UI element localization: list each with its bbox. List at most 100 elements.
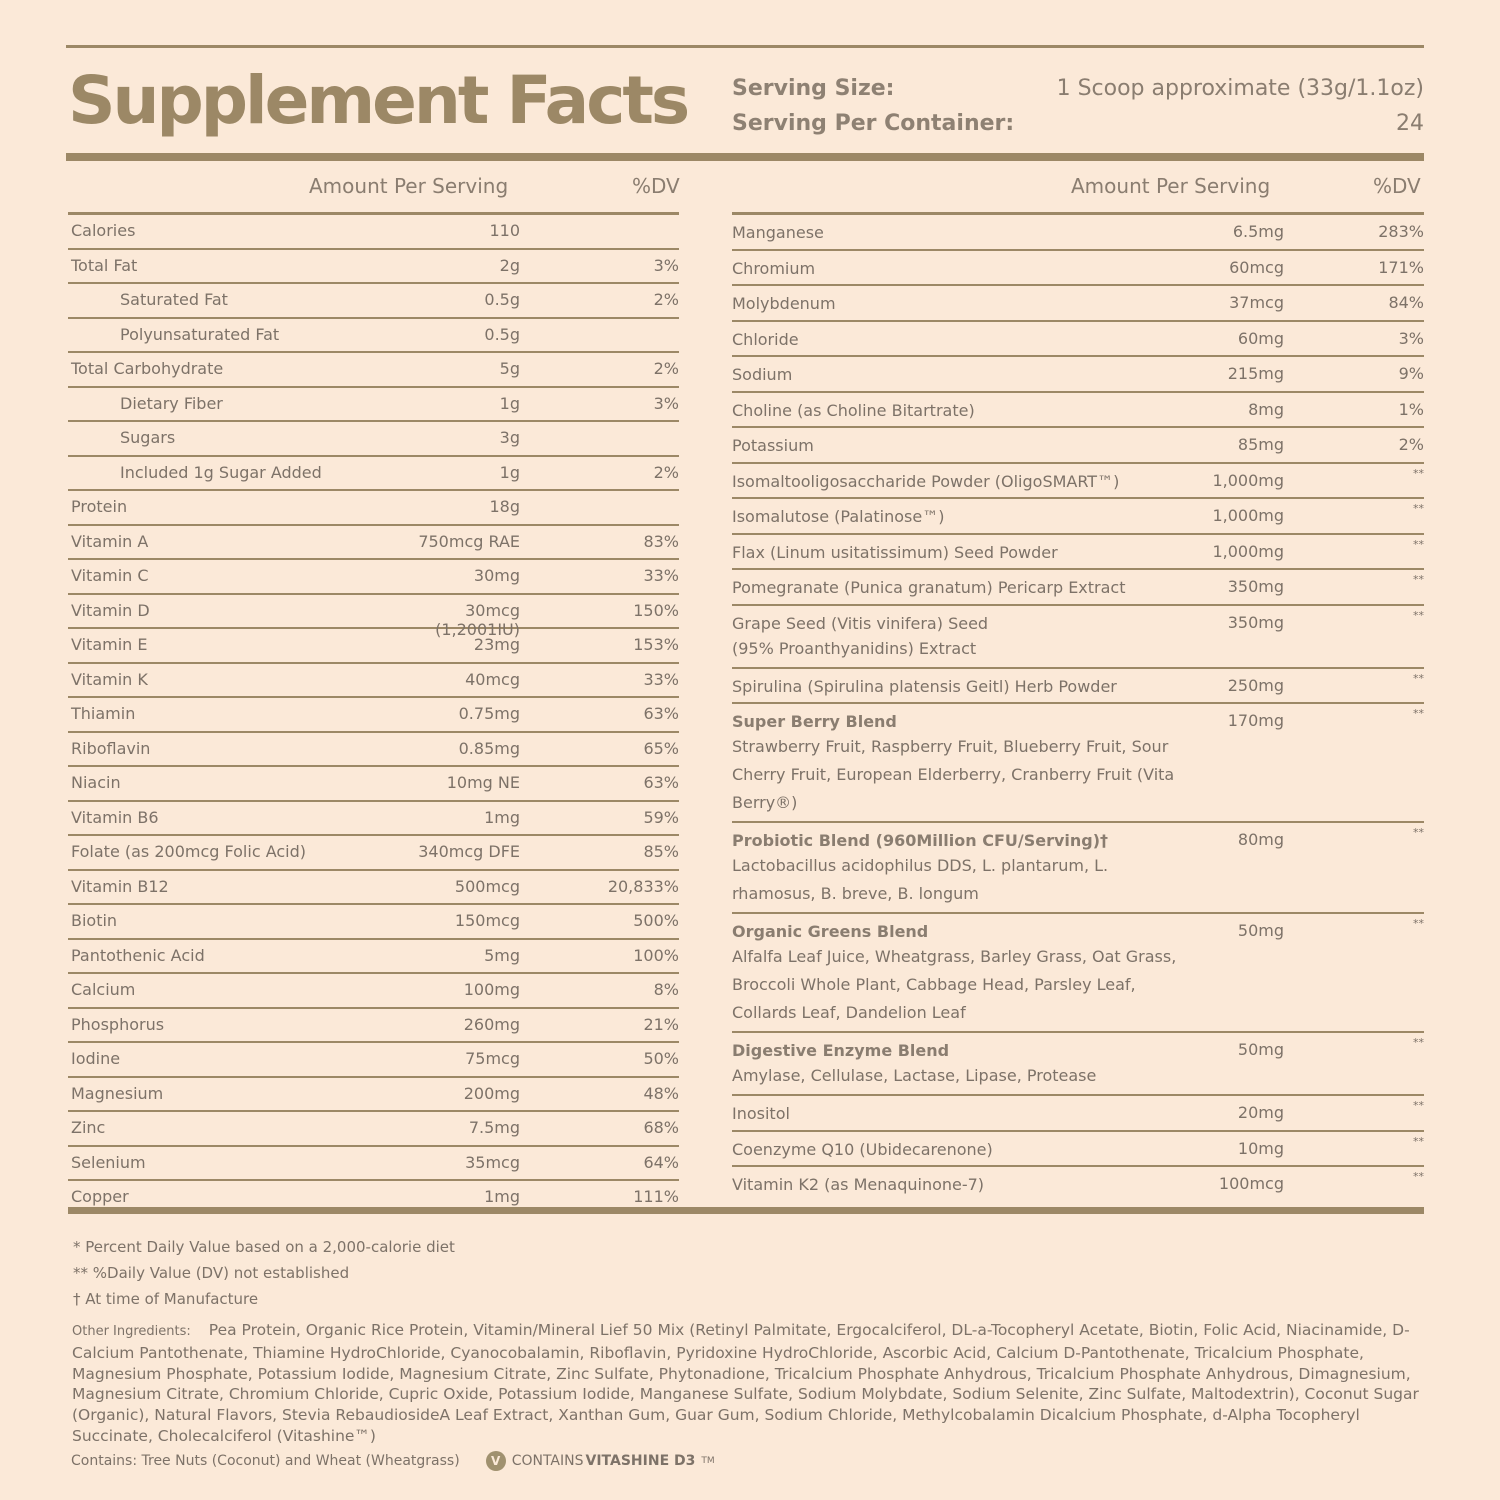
right-amount-header: Amount Per Serving bbox=[1071, 174, 1271, 198]
nutrient-amount: 350mg bbox=[1227, 612, 1284, 632]
vitashine-badge: V CONTAINS VITASHINE D3 TM bbox=[485, 1451, 715, 1471]
nutrient-name: Folate (as 200mcg Folic Acid) bbox=[71, 842, 307, 861]
serving-size-value: 1 Scoop approximate (33g/1.1oz) bbox=[1056, 76, 1424, 101]
nutrient-row: Digestive Enzyme Blend Amylase, Cellulase… bbox=[732, 1033, 1424, 1096]
nutrient-name: Vitamin B12 bbox=[71, 876, 169, 896]
nutrient-name: Vitamin K bbox=[71, 669, 148, 689]
nutrient-dv: 3% bbox=[1398, 328, 1424, 348]
nutrient-name: Isomaltooligosaccharide Powder (OligoSMA… bbox=[732, 471, 1120, 491]
nutrient-amount: 1,000mg bbox=[1212, 541, 1284, 561]
nutrient-amount: 40mcg bbox=[465, 669, 520, 689]
nutrient-dv: 21% bbox=[643, 1014, 679, 1034]
nutrient-name: Phosphorus bbox=[71, 1014, 165, 1034]
nutrient-row: Vitamin A 750mcg RAE 83% bbox=[68, 526, 679, 560]
nutrient-name: Copper bbox=[71, 1187, 129, 1206]
nutrient-dv: 283% bbox=[1378, 222, 1424, 241]
nutrient-name: Protein bbox=[71, 497, 128, 516]
nutrient-amount: 75mcg bbox=[465, 1049, 520, 1068]
nutrient-amount: 80mg bbox=[1237, 830, 1284, 849]
nutrient-amount: 260mg bbox=[463, 1014, 520, 1034]
nutrient-name: Dietary Fiber bbox=[120, 393, 223, 413]
nutrient-amount: 10mg bbox=[1237, 1138, 1284, 1158]
nutrient-amount: 110 bbox=[489, 221, 520, 240]
nutrient-row: Inositol 20mg ** bbox=[732, 1096, 1424, 1132]
nutrient-dv: 3% bbox=[653, 255, 679, 275]
nutrient-amount: 170mg bbox=[1227, 711, 1284, 730]
nutrient-row: Spirulina (Spirulina platensis Geitl) He… bbox=[732, 669, 1424, 704]
nutrient-dv: ** bbox=[1413, 1134, 1424, 1148]
nutrient-row: Calories 110 bbox=[68, 215, 679, 250]
nutrient-row: Probiotic Blend (960Million CFU/Serving)… bbox=[732, 823, 1424, 914]
nutrient-name: Digestive Enzyme Blend bbox=[732, 1041, 950, 1060]
nutrient-name: Vitamin D bbox=[71, 600, 150, 620]
nutrient-amount: 5g bbox=[499, 359, 520, 378]
nutrient-amount: 10mg NE bbox=[446, 773, 520, 792]
nutrient-name: Chloride bbox=[732, 329, 799, 349]
nutrient-dv: 65% bbox=[643, 738, 679, 758]
left-amount-header: Amount Per Serving bbox=[309, 174, 509, 198]
nutrient-dv: 48% bbox=[643, 1083, 679, 1103]
nutrient-dv: 153% bbox=[633, 635, 679, 654]
nutrient-name: Pomegranate (Punica granatum) Pericarp E… bbox=[732, 578, 1126, 597]
nutrient-dv: 84% bbox=[1388, 293, 1424, 312]
nutrient-row: Isomaltooligosaccharide Powder (OligoSMA… bbox=[732, 464, 1424, 499]
top-rule bbox=[66, 45, 1424, 48]
left-nutrient-table: Calories 110 Total Fat 2g 3% Saturated Fat 0.5… bbox=[68, 215, 679, 1216]
footnote-manufacture: † At time of Manufacture bbox=[73, 1290, 259, 1308]
nutrient-amount: 1mg bbox=[484, 1187, 520, 1206]
nutrient-name: Pantothenic Acid bbox=[71, 945, 205, 965]
nutrient-description: Alfalfa Leaf Juice, Wheatgrass, Barley G… bbox=[732, 947, 1177, 1022]
nutrient-amount: 50mg bbox=[1237, 921, 1284, 940]
nutrient-name: Calories bbox=[71, 221, 136, 240]
nutrient-amount: 0.5g bbox=[484, 290, 520, 309]
nutrient-amount: 1mg bbox=[484, 807, 520, 827]
nutrient-row: Copper 1mg 111% bbox=[68, 1181, 679, 1216]
right-nutrient-table: Manganese 6.5mg 283% Chromium 60mcg 171% Molyb… bbox=[732, 215, 1424, 1203]
nutrient-row: Protein 18g bbox=[68, 491, 679, 526]
nutrient-row: Choline (as Choline Bitartrate) 8mg 1% bbox=[732, 393, 1424, 428]
nutrient-row: Total Carbohydrate 5g 2% bbox=[68, 353, 679, 388]
nutrient-description: Lactobacillus acidophilus DDS, L. planta… bbox=[732, 856, 1109, 903]
nutrient-dv: 171% bbox=[1378, 257, 1424, 277]
nutrient-row: Vitamin E 23mg 153% bbox=[68, 629, 679, 664]
serving-size-label: Serving Size: bbox=[732, 76, 895, 101]
nutrient-dv: ** bbox=[1413, 917, 1424, 930]
nutrient-name: Polyunsaturated Fat bbox=[120, 324, 280, 344]
nutrient-row: Flax (Linum usitatissimum) Seed Powder 1,… bbox=[732, 535, 1424, 570]
nutrient-name: Manganese bbox=[732, 223, 824, 242]
nutrient-amount: 200mg bbox=[463, 1083, 520, 1103]
servings-per-container: Serving Per Container: 24 bbox=[732, 111, 1424, 136]
left-header-rule bbox=[68, 212, 679, 215]
nutrient-name: Vitamin K2 (as Menaquinone-7) bbox=[732, 1175, 985, 1194]
nutrient-amount: 0.5g bbox=[484, 324, 520, 344]
nutrient-amount: 35mcg bbox=[465, 1152, 520, 1172]
nutrient-name: Chromium bbox=[732, 258, 816, 278]
nutrient-name: Super Berry Blend bbox=[732, 712, 897, 731]
nutrient-amount: 250mg bbox=[1227, 675, 1284, 695]
nutrient-dv: 500% bbox=[633, 911, 679, 930]
nutrient-name: Organic Greens Blend bbox=[732, 922, 929, 941]
nutrient-name: Probiotic Blend (960Million CFU/Serving)… bbox=[732, 831, 1109, 850]
nutrient-row: Pantothenic Acid 5mg 100% bbox=[68, 940, 679, 974]
nutrient-amount: 7.5mg bbox=[468, 1118, 520, 1137]
contains-line: Contains: Tree Nuts (Coconut) and Wheat … bbox=[71, 1451, 715, 1471]
nutrient-amount: 23mg bbox=[473, 635, 520, 654]
nutrient-amount: 20mg bbox=[1237, 1103, 1284, 1122]
nutrient-dv: 8% bbox=[653, 980, 679, 999]
nutrient-amount: 50mg bbox=[1237, 1040, 1284, 1059]
other-ingredients: Other Ingredients: Pea Protein, Organic R… bbox=[72, 1320, 1424, 1447]
nutrient-row: Vitamin B12 500mcg 20,833% bbox=[68, 871, 679, 905]
page-title: Supplement Facts bbox=[68, 62, 690, 139]
nutrient-dv: 83% bbox=[643, 531, 679, 551]
nutrient-dv: 2% bbox=[653, 462, 679, 482]
nutrient-amount: 1,000mg bbox=[1212, 470, 1284, 490]
nutrient-row: Vitamin K2 (as Menaquinone-7) 100mcg ** bbox=[732, 1167, 1424, 1203]
nutrient-row: Dietary Fiber 1g 3% bbox=[68, 388, 679, 422]
nutrient-dv: 63% bbox=[643, 704, 679, 723]
nutrient-dv: 68% bbox=[643, 1118, 679, 1137]
right-dv-header: %DV bbox=[1373, 174, 1421, 198]
nutrient-name: Selenium bbox=[71, 1152, 146, 1172]
nutrient-row: Calcium 100mg 8% bbox=[68, 974, 679, 1009]
nutrient-dv: 63% bbox=[643, 773, 679, 792]
nutrient-row: Thiamin 0.75mg 63% bbox=[68, 698, 679, 733]
